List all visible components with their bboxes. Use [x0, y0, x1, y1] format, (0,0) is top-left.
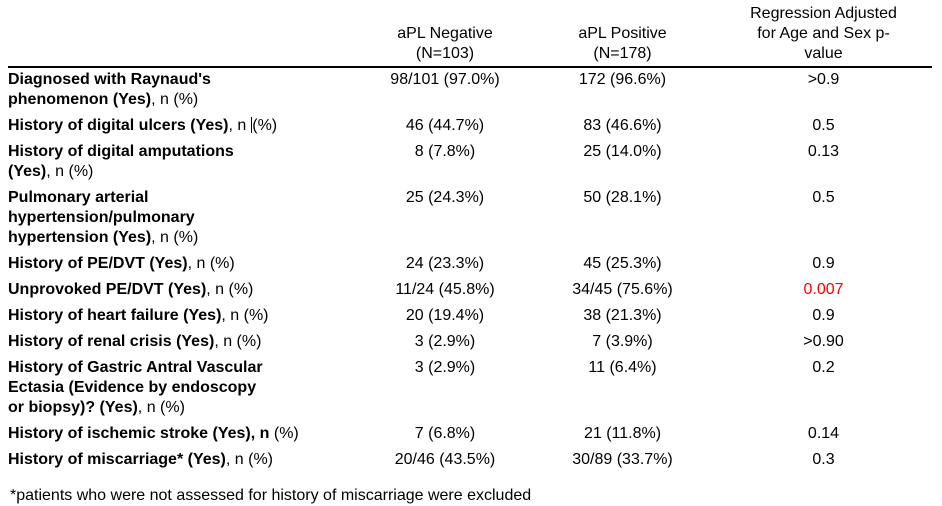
p-value: 0.3 — [812, 451, 835, 468]
p-value: 0.2 — [812, 359, 835, 376]
table-row: History of Gastric Antral Vascular Ectas… — [8, 356, 932, 422]
apl-positive-value: 30/89 (33.7%) — [572, 451, 673, 468]
row-label: History of Gastric Antral Vascular Ectas… — [8, 356, 360, 422]
row-label-tail2: (%) — [252, 117, 278, 134]
apl-positive-value: 172 (96.6%) — [578, 71, 667, 88]
p-value: >0.9 — [807, 71, 840, 88]
row-label-tail: , n (%) — [225, 451, 273, 468]
header-apl-positive: aPL Positive (N=178) — [530, 4, 715, 68]
row-label-tail: , n (%) — [214, 333, 262, 350]
p-value: 0.13 — [807, 143, 840, 160]
statistics-table: aPL Negative (N=103) aPL Positive (N=178… — [8, 4, 932, 474]
row-label: History of ischemic stroke (Yes), n (%) — [8, 422, 360, 448]
table-row: History of PE/DVT (Yes), n (%) 24 (23.3%… — [8, 252, 932, 278]
p-value: 0.5 — [812, 117, 835, 134]
row-label-bold: History of ischemic stroke (Yes), n — [8, 425, 270, 442]
apl-positive-value: 50 (28.1%) — [583, 189, 662, 206]
table-row: History of miscarriage* (Yes), n (%) 20/… — [8, 448, 932, 474]
header-row: aPL Negative (N=103) aPL Positive (N=178… — [8, 4, 932, 68]
table-row: History of digital amputations (Yes), n … — [8, 140, 932, 186]
table-row: History of ischemic stroke (Yes), n (%) … — [8, 422, 932, 448]
apl-positive-value: 83 (46.6%) — [583, 117, 662, 134]
row-label: History of heart failure (Yes), n (%) — [8, 304, 360, 330]
p-value: 0.9 — [812, 307, 835, 324]
row-label-bold: History of digital ulcers (Yes) — [8, 117, 229, 134]
apl-positive-value: 21 (11.8%) — [583, 425, 662, 442]
row-label-tail: , n (%) — [151, 91, 199, 108]
row-label: History of digital ulcers (Yes), n (%) — [8, 114, 360, 140]
row-label-bold: History of PE/DVT (Yes) — [8, 255, 188, 272]
apl-negative-value: 3 (2.9%) — [414, 333, 476, 350]
row-label-bold: History of Gastric Antral Vascular Ectas… — [8, 359, 263, 416]
row-label-bold: History of digital amputations (Yes) — [8, 143, 234, 180]
row-label-bold: Pulmonary arterial hypertension/pulmonar… — [8, 189, 195, 246]
apl-negative-value: 11/24 (45.8%) — [395, 281, 495, 298]
row-label: History of miscarriage* (Yes), n (%) — [8, 448, 360, 474]
header-apl-negative: aPL Negative (N=103) — [360, 4, 530, 68]
table-footnote: *patients who were not assessed for hist… — [10, 487, 532, 504]
row-label: History of digital amputations (Yes), n … — [8, 140, 360, 186]
apl-positive-value: 25 (14.0%) — [583, 143, 662, 160]
apl-negative-value: 8 (7.8%) — [414, 143, 476, 160]
apl-negative-value: 98/101 (97.0%) — [390, 71, 500, 88]
row-label: Diagnosed with Raynaud's phenomenon (Yes… — [8, 67, 360, 114]
apl-positive-value: 38 (21.3%) — [583, 307, 662, 324]
table-row: Diagnosed with Raynaud's phenomenon (Yes… — [8, 67, 932, 114]
row-label-tail: , n (%) — [187, 255, 235, 272]
p-value: 0.14 — [807, 425, 840, 442]
apl-negative-value: 25 (24.3%) — [405, 189, 485, 206]
row-label-bold: Diagnosed with Raynaud's phenomenon (Yes… — [8, 71, 211, 108]
row-label: Pulmonary arterial hypertension/pulmonar… — [8, 186, 360, 252]
table-header: aPL Negative (N=103) aPL Positive (N=178… — [8, 4, 932, 68]
apl-negative-value: 24 (23.3%) — [405, 255, 485, 272]
row-label-tail: , n (%) — [137, 399, 185, 416]
row-label: History of renal crisis (Yes), n (%) — [8, 330, 360, 356]
header-p-value: Regression Adjusted for Age and Sex p- v… — [715, 4, 932, 68]
row-label-tail: , n (%) — [151, 229, 199, 246]
apl-positive-value: 7 (3.9%) — [592, 333, 653, 350]
row-label-bold: History of renal crisis (Yes) — [8, 333, 215, 350]
table-row: Unprovoked PE/DVT (Yes), n (%) 11/24 (45… — [8, 278, 932, 304]
apl-negative-value: 3 (2.9%) — [414, 359, 476, 376]
row-label-tail: , n (%) — [221, 307, 269, 324]
apl-negative-value: 20/46 (43.5%) — [394, 451, 496, 468]
row-label-tail: (%) — [269, 425, 299, 442]
text-cursor — [250, 117, 253, 133]
apl-negative-value: 46 (44.7%) — [405, 117, 485, 134]
p-value: 0.9 — [812, 255, 835, 272]
table-row: Pulmonary arterial hypertension/pulmonar… — [8, 186, 932, 252]
apl-negative-value: 20 (19.4%) — [405, 307, 485, 324]
header-variable — [8, 4, 360, 68]
table-row: History of renal crisis (Yes), n (%) 3 (… — [8, 330, 932, 356]
row-label-bold: History of miscarriage* (Yes) — [8, 451, 226, 468]
apl-positive-value: 34/45 (75.6%) — [572, 281, 673, 298]
row-label: History of PE/DVT (Yes), n (%) — [8, 252, 360, 278]
table-body: Diagnosed with Raynaud's phenomenon (Yes… — [8, 67, 932, 474]
p-value: 0.007 — [803, 281, 844, 298]
row-label: Unprovoked PE/DVT (Yes), n (%) — [8, 278, 360, 304]
table-row: History of digital ulcers (Yes), n (%) 4… — [8, 114, 932, 140]
apl-positive-value: 11 (6.4%) — [588, 359, 657, 376]
row-label-tail: , n (%) — [46, 163, 94, 180]
row-label-bold: History of heart failure (Yes) — [8, 307, 222, 324]
p-value: 0.5 — [812, 189, 835, 206]
apl-positive-value: 45 (25.3%) — [583, 255, 662, 272]
row-label-bold: Unprovoked PE/DVT (Yes) — [8, 281, 207, 298]
row-label-tail: , n — [228, 117, 251, 134]
table-row: History of heart failure (Yes), n (%) 20… — [8, 304, 932, 330]
apl-negative-value: 7 (6.8%) — [414, 425, 476, 442]
p-value: >0.90 — [803, 333, 844, 350]
row-label-tail: , n (%) — [206, 281, 254, 298]
